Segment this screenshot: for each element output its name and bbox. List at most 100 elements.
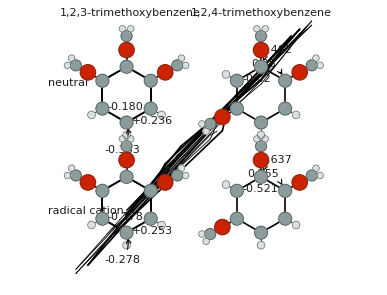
Circle shape	[88, 111, 95, 119]
Circle shape	[121, 141, 132, 152]
Circle shape	[123, 131, 130, 139]
Text: 0.255: 0.255	[247, 169, 282, 184]
Circle shape	[158, 65, 173, 80]
Circle shape	[203, 128, 209, 135]
Circle shape	[96, 74, 109, 87]
Text: -0.278: -0.278	[104, 239, 140, 265]
Circle shape	[120, 116, 133, 129]
Circle shape	[178, 55, 185, 61]
Circle shape	[158, 175, 173, 190]
Text: +0.236: +0.236	[132, 111, 173, 126]
Circle shape	[306, 170, 317, 181]
Circle shape	[70, 170, 81, 181]
Text: 1,2,3-trimethoxybenzene: 1,2,3-trimethoxybenzene	[60, 8, 201, 18]
Circle shape	[178, 165, 185, 171]
Circle shape	[123, 241, 130, 249]
Circle shape	[96, 102, 109, 115]
Circle shape	[313, 55, 319, 61]
Circle shape	[205, 119, 216, 130]
Circle shape	[262, 26, 269, 32]
Circle shape	[279, 102, 292, 115]
Circle shape	[80, 175, 96, 190]
Circle shape	[222, 181, 230, 188]
Text: 1,2,4-trimethoxybenzene: 1,2,4-trimethoxybenzene	[190, 8, 332, 18]
Circle shape	[119, 42, 134, 58]
Circle shape	[253, 42, 269, 58]
Text: 0.637: 0.637	[260, 155, 291, 171]
Circle shape	[199, 231, 205, 237]
Text: -0.02: -0.02	[243, 74, 272, 84]
Circle shape	[182, 172, 189, 179]
Circle shape	[158, 221, 165, 229]
Circle shape	[205, 229, 216, 240]
Circle shape	[215, 109, 230, 124]
Circle shape	[279, 212, 292, 225]
Circle shape	[203, 238, 209, 245]
Circle shape	[230, 184, 243, 197]
Circle shape	[182, 62, 189, 69]
Circle shape	[215, 219, 230, 235]
Circle shape	[199, 121, 205, 127]
Circle shape	[96, 212, 109, 225]
Circle shape	[262, 136, 269, 142]
Circle shape	[88, 221, 95, 229]
Circle shape	[121, 31, 132, 42]
Circle shape	[253, 26, 260, 32]
Circle shape	[230, 74, 243, 87]
Circle shape	[144, 184, 157, 197]
Circle shape	[68, 165, 75, 171]
Circle shape	[96, 184, 109, 197]
Circle shape	[222, 71, 230, 78]
Circle shape	[119, 26, 126, 32]
Circle shape	[144, 102, 157, 115]
Circle shape	[64, 62, 71, 69]
Circle shape	[292, 65, 307, 80]
Circle shape	[257, 131, 265, 139]
Circle shape	[255, 116, 267, 129]
Circle shape	[144, 74, 157, 87]
Circle shape	[317, 172, 324, 179]
Circle shape	[279, 74, 292, 87]
Circle shape	[292, 111, 300, 119]
Circle shape	[230, 102, 243, 115]
Circle shape	[68, 55, 75, 61]
Text: 0.08: 0.08	[251, 59, 282, 74]
Text: -0.180: -0.180	[108, 102, 144, 112]
Text: radical cation: radical cation	[48, 206, 124, 216]
Circle shape	[257, 241, 265, 249]
Circle shape	[127, 26, 134, 32]
Text: -0.521: -0.521	[243, 184, 279, 194]
Text: neutral: neutral	[48, 78, 88, 88]
Circle shape	[279, 184, 292, 197]
Circle shape	[120, 171, 133, 183]
Circle shape	[253, 153, 269, 168]
Circle shape	[253, 136, 260, 142]
Circle shape	[127, 136, 134, 142]
Text: -0.383: -0.383	[104, 129, 140, 155]
Circle shape	[313, 165, 319, 171]
Circle shape	[158, 111, 165, 119]
Circle shape	[255, 60, 267, 73]
Text: -0.178: -0.178	[108, 212, 144, 222]
Circle shape	[255, 141, 267, 152]
Text: 0.402: 0.402	[260, 45, 292, 60]
Text: +0.253: +0.253	[132, 221, 173, 236]
Circle shape	[255, 171, 267, 183]
Circle shape	[119, 153, 134, 168]
Circle shape	[230, 212, 243, 225]
Circle shape	[172, 170, 183, 181]
Circle shape	[70, 60, 81, 71]
Circle shape	[144, 212, 157, 225]
Circle shape	[80, 65, 96, 80]
Circle shape	[292, 175, 307, 190]
Circle shape	[172, 60, 183, 71]
Circle shape	[64, 172, 71, 179]
Circle shape	[292, 221, 300, 229]
Circle shape	[255, 226, 267, 239]
Circle shape	[119, 136, 126, 142]
Circle shape	[306, 60, 317, 71]
Circle shape	[255, 31, 267, 42]
Circle shape	[120, 60, 133, 73]
Circle shape	[120, 226, 133, 239]
Circle shape	[317, 62, 324, 69]
